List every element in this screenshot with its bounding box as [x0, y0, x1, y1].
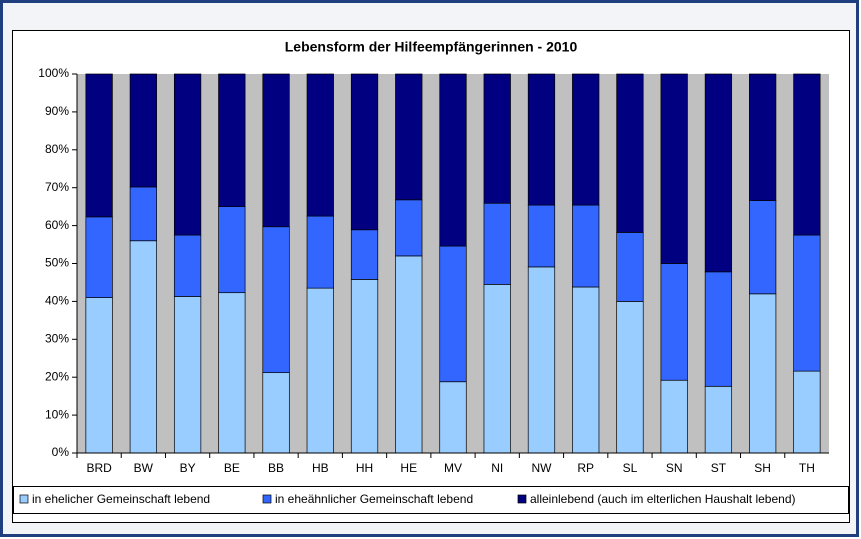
x-tick-label: SL [623, 461, 638, 475]
bar-segment [660, 263, 688, 381]
bar-segment [262, 372, 290, 454]
bar-segment [793, 370, 821, 454]
x-tick-label: ST [711, 461, 727, 475]
bar-segment [660, 379, 688, 454]
bar-segment [572, 204, 600, 288]
bar-segment [527, 266, 556, 454]
legend-swatch [517, 494, 527, 504]
bar-segment [129, 240, 157, 454]
bar-segment [483, 202, 511, 285]
y-tick-label: 100% [38, 66, 69, 80]
legend [13, 486, 849, 514]
legend-label: in ehelicher Gemeinschaft lebend [32, 492, 210, 506]
bar-segment [704, 73, 733, 273]
x-tick-label: NW [531, 461, 552, 475]
bar-segment [173, 73, 202, 236]
bar-segment [173, 234, 202, 297]
x-tick-label: HH [356, 461, 373, 475]
y-tick-label: 30% [45, 331, 69, 345]
bar-segment [395, 255, 423, 454]
x-tick-label: TH [799, 461, 815, 475]
legend-swatch [262, 494, 272, 504]
bar-segment [704, 385, 733, 454]
bar-segment [793, 234, 821, 372]
bar-segment [572, 286, 600, 454]
bar-segment [85, 297, 113, 454]
bar-segment [129, 186, 157, 242]
x-tick-label: HE [400, 461, 417, 475]
y-tick-label: 60% [45, 218, 69, 232]
bar-segment [704, 271, 733, 387]
x-tick-label: HB [312, 461, 329, 475]
x-tick-label: BB [268, 461, 284, 475]
bar-segment [660, 73, 688, 264]
bar-segment [395, 199, 423, 257]
x-tick-label: BRD [86, 461, 112, 475]
bar-segment [616, 73, 644, 233]
y-tick-label: 0% [52, 445, 70, 459]
bar-segment [395, 73, 423, 201]
bar-segment [749, 73, 777, 201]
x-tick-label: BY [180, 461, 196, 475]
bar-segment [306, 287, 334, 454]
y-tick-label: 50% [45, 256, 69, 270]
bar-segment [85, 216, 113, 298]
legend-label: in eheähnlicher Gemeinschaft lebend [275, 492, 473, 506]
bar-segment [527, 204, 556, 268]
bar-segment [306, 73, 334, 217]
bar-segment [218, 206, 246, 294]
bar-segment [439, 73, 467, 247]
x-tick-label: NI [491, 461, 503, 475]
bar-segment [483, 73, 511, 204]
bar-segment [572, 73, 600, 206]
bar-segment [173, 296, 202, 454]
bar-segment [350, 73, 379, 231]
bar-segment [129, 73, 157, 188]
x-tick-label: BW [134, 461, 154, 475]
x-tick-label: SN [666, 461, 683, 475]
bar-segment [616, 301, 644, 454]
bar-segment [793, 73, 821, 236]
bar-segment [749, 293, 777, 454]
legend-label: alleinlebend (auch im elterlichen Hausha… [530, 492, 796, 506]
bar-segment [218, 73, 246, 207]
bar-segment [262, 73, 290, 228]
legend-swatch [19, 494, 29, 504]
bar-segment [306, 215, 334, 289]
bar-segment [483, 283, 511, 454]
x-tick-label: SH [754, 461, 771, 475]
y-tick-label: 10% [45, 407, 69, 421]
bar-segment [439, 245, 467, 383]
y-tick-label: 20% [45, 369, 69, 383]
x-tick-label: RP [577, 461, 594, 475]
bar-segment [527, 73, 556, 206]
bar-segment [439, 381, 467, 454]
y-tick-label: 90% [45, 104, 69, 118]
bar-segment [350, 229, 379, 280]
y-tick-label: 40% [45, 294, 69, 308]
bar-segment [85, 73, 113, 218]
bar-segment [616, 232, 644, 302]
x-tick-label: BE [224, 461, 240, 475]
bar-segment [749, 200, 777, 295]
bar-segment [218, 292, 246, 454]
bar-segment [350, 279, 379, 454]
y-tick-label: 80% [45, 142, 69, 156]
y-tick-label: 70% [45, 180, 69, 194]
bar-segment [262, 226, 290, 374]
x-tick-label: MV [444, 461, 462, 475]
chart-title: Lebensform der Hilfeempfängerinnen - 201… [285, 39, 578, 55]
